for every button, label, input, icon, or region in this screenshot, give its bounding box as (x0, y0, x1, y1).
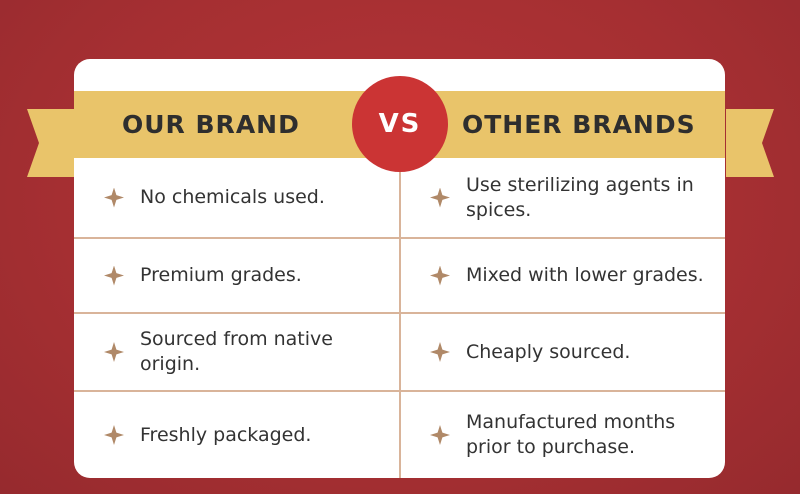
our-brand-item: Sourced from native origin. (104, 314, 374, 390)
row-divider (74, 312, 725, 314)
other-brands-heading: OTHER BRANDS (462, 110, 696, 139)
our-brand-item: Freshly packaged. (104, 392, 374, 478)
item-text: Cheaply sourced. (466, 340, 631, 363)
left-ribbon (27, 109, 75, 177)
sparkle-icon (430, 187, 450, 208)
our-brand-heading: OUR BRAND (122, 110, 300, 139)
other-brands-item: Mixed with lower grades. (430, 239, 710, 312)
sparkle-icon (430, 265, 450, 286)
item-text: Manufactured months prior to purchase. (466, 411, 676, 458)
item-text: Mixed with lower grades. (466, 264, 704, 286)
sparkle-icon (430, 425, 450, 445)
row-divider (74, 237, 725, 239)
other-brands-item: Manufactured months prior to purchase. (430, 392, 710, 478)
column-divider (399, 172, 401, 478)
sparkle-icon (104, 342, 124, 362)
item-text: Freshly packaged. (140, 423, 312, 446)
item-text: Use sterilizing agents in spices. (466, 173, 694, 221)
other-brands-item: Use sterilizing agents in spices. (430, 158, 710, 237)
our-brand-item: Premium grades. (104, 239, 374, 312)
comparison-card: OUR BRAND OTHER BRANDS No chemicals used… (74, 59, 725, 478)
sparkle-icon (104, 265, 124, 286)
vs-badge: VS (352, 76, 448, 172)
sparkle-icon (104, 187, 124, 208)
our-brand-item: No chemicals used. (104, 158, 374, 237)
item-text: Premium grades. (140, 264, 302, 286)
row-divider (74, 390, 725, 392)
item-text: Sourced from native origin. (140, 328, 333, 375)
right-ribbon (726, 109, 774, 177)
sparkle-icon (430, 342, 450, 362)
sparkle-icon (104, 425, 124, 445)
item-text: No chemicals used. (140, 186, 325, 208)
other-brands-item: Cheaply sourced. (430, 314, 710, 390)
